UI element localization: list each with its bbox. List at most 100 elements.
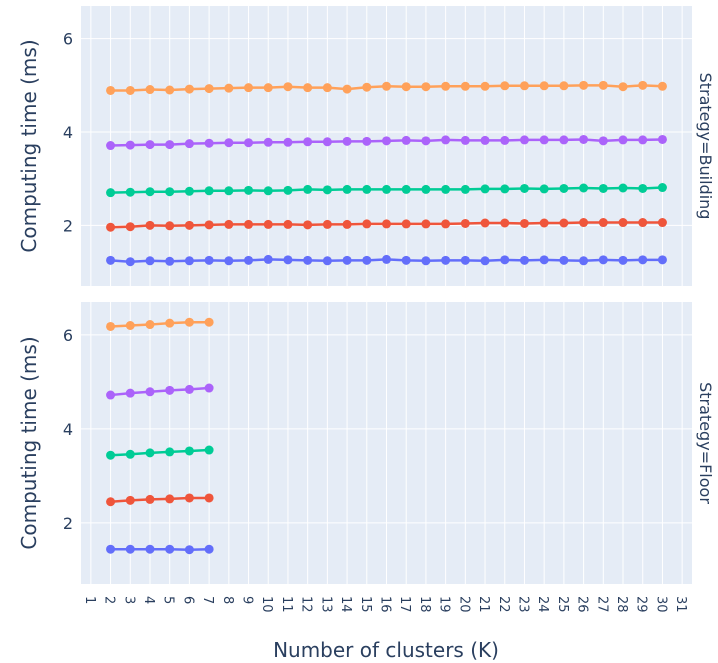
data-point [342, 84, 352, 94]
data-point [184, 220, 194, 230]
data-point [519, 135, 529, 145]
data-point [106, 497, 116, 507]
x-tick-label: 12 [299, 596, 314, 613]
data-point [362, 255, 372, 265]
data-point [618, 135, 628, 145]
data-point [579, 218, 589, 228]
facet-label-building: Strategy=Building [696, 73, 715, 220]
series-0 [106, 544, 214, 555]
data-point [303, 255, 313, 265]
y-axis-title-floor: Computing time (ms) [17, 336, 41, 549]
x-tick-label: 7 [200, 596, 215, 604]
x-tick-label: 14 [338, 596, 353, 613]
data-point [125, 388, 135, 398]
data-point [342, 219, 352, 229]
data-point [125, 85, 135, 95]
data-point [460, 184, 470, 194]
data-point [598, 255, 608, 265]
data-point [204, 84, 214, 94]
x-tick-label: 18 [417, 596, 432, 613]
data-point [441, 219, 451, 229]
x-tick-label: 28 [614, 596, 629, 613]
series-3 [106, 383, 214, 400]
data-point [441, 255, 451, 265]
data-point [519, 255, 529, 265]
y-tick-label: 2 [63, 216, 73, 235]
data-point [618, 218, 628, 228]
data-point [657, 134, 667, 144]
data-point [184, 186, 194, 196]
data-point [421, 184, 431, 194]
data-point [165, 318, 175, 328]
data-point [382, 219, 391, 229]
data-point [184, 256, 194, 266]
series-2 [106, 183, 667, 198]
data-point [204, 493, 214, 503]
data-point [657, 183, 667, 193]
data-point [598, 136, 608, 146]
data-point [125, 321, 135, 330]
data-point [401, 184, 411, 194]
x-tick-label: 24 [535, 596, 550, 613]
data-point [125, 544, 135, 554]
data-point [401, 219, 411, 229]
data-point [106, 544, 116, 554]
data-point [106, 255, 116, 265]
data-point [125, 495, 135, 505]
data-point [579, 80, 589, 90]
data-point [638, 80, 648, 90]
data-point [322, 137, 332, 147]
data-point [244, 138, 254, 148]
data-point [125, 140, 135, 150]
data-point [421, 219, 431, 229]
series-2 [106, 445, 214, 460]
data-point [362, 219, 372, 229]
data-point [184, 493, 194, 503]
x-tick-label: 8 [220, 596, 235, 604]
data-point [204, 220, 214, 230]
data-point [638, 183, 648, 193]
data-point [303, 184, 313, 194]
data-point [204, 383, 214, 393]
x-tick-label: 10 [259, 596, 274, 613]
data-point [165, 256, 175, 266]
data-point [184, 446, 194, 456]
data-point [657, 81, 667, 91]
y-axis-title-building: Computing time (ms) [17, 39, 41, 252]
data-point [342, 136, 352, 146]
data-point [263, 219, 273, 229]
data-point [303, 83, 313, 93]
data-point [322, 219, 332, 229]
data-point [145, 544, 155, 554]
data-point [224, 83, 234, 93]
panel-1: 2 4 6 [63, 302, 692, 584]
data-point [559, 218, 569, 228]
data-point [303, 137, 313, 147]
data-point [342, 255, 352, 265]
data-point [421, 82, 431, 92]
data-point [165, 544, 175, 554]
data-point [165, 140, 175, 150]
data-point [460, 218, 470, 228]
data-point [480, 218, 490, 228]
data-point [421, 136, 431, 146]
x-tick-label: 4 [141, 596, 156, 604]
data-point [362, 136, 372, 146]
data-point [618, 255, 628, 265]
x-tick-label: 2 [102, 596, 117, 604]
data-point [539, 135, 549, 145]
data-point [441, 135, 451, 145]
data-point [559, 81, 569, 91]
x-tick-label: 26 [575, 596, 590, 613]
data-point [401, 82, 411, 92]
data-point [322, 256, 332, 266]
data-point [342, 184, 352, 194]
data-point [145, 448, 155, 458]
x-tick-label: 25 [555, 596, 570, 613]
data-point [165, 187, 175, 197]
data-point [184, 384, 194, 394]
data-point [382, 81, 391, 91]
data-point [204, 544, 214, 554]
data-point [638, 135, 648, 145]
